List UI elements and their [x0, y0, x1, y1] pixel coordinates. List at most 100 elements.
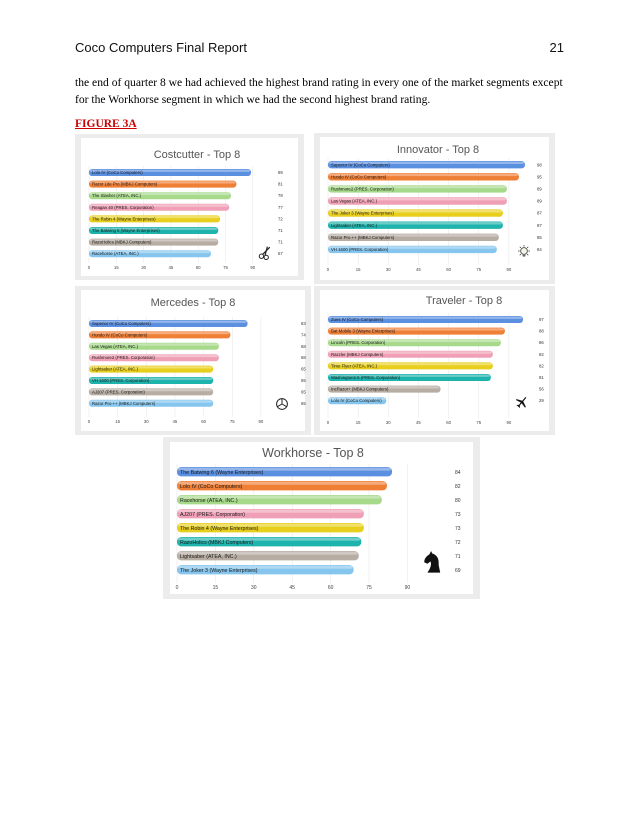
- bar-category-label: The Batwing 5 (Wayne Enterprises): [92, 228, 160, 233]
- bar-category-label: The Joker 3 (Wayne Enterprises): [331, 211, 394, 216]
- bar-highlight: [329, 328, 504, 331]
- x-tick-label: 45: [289, 585, 295, 591]
- bar-highlight: [90, 354, 218, 358]
- bar-category-label: Las Vegas (ATEA, INC.): [331, 199, 378, 204]
- bar-highlight: [329, 234, 498, 237]
- x-tick-label: 90: [405, 585, 411, 591]
- bar-highlight: [90, 192, 230, 196]
- x-tick-label: 15: [213, 585, 219, 591]
- bar-value-label: 81: [278, 182, 283, 187]
- bar-value-label: 72: [455, 540, 461, 546]
- x-tick-label: 60: [446, 420, 451, 425]
- x-tick-label: 90: [507, 267, 512, 272]
- bar-value-label: 98: [537, 162, 542, 167]
- bar: [89, 342, 219, 350]
- bar-value-label: 29: [539, 398, 544, 403]
- bar-category-label: Hundo IV (CoCo Computers): [92, 332, 148, 337]
- bar-value-label: 74: [301, 332, 306, 337]
- x-tick-label: 60: [328, 585, 334, 591]
- x-tick-label: 15: [356, 267, 361, 272]
- bar-highlight: [329, 185, 506, 189]
- bar-highlight: [178, 551, 358, 555]
- chart-title: Innovator - Top 8: [397, 144, 479, 156]
- bar-value-label: 84: [455, 470, 461, 476]
- bar-value-label: 65: [301, 378, 306, 383]
- bar-highlight: [329, 363, 492, 366]
- bar-highlight: [90, 169, 250, 172]
- bar-category-label: Razor Pro ++ (MBKJ Computers): [331, 235, 395, 240]
- bar-category-label: The Slasher (ATEA, INC.): [92, 193, 142, 198]
- bar-category-label: The Joker 3 (Wayne Enterprises): [180, 568, 258, 574]
- bar-highlight: [90, 320, 247, 323]
- bar-highlight: [178, 523, 363, 527]
- bar-highlight: [178, 537, 361, 541]
- bar-category-label: Lolo IV (CoCo Computers): [92, 170, 143, 175]
- x-tick-label: 75: [230, 419, 235, 424]
- bar-category-label: Bat Mobile 3 (Wayne Enterprises): [331, 329, 396, 334]
- bar-highlight: [90, 400, 213, 403]
- x-tick-label: 45: [416, 420, 421, 425]
- bar-highlight: [329, 246, 496, 249]
- bar-value-label: 69: [455, 568, 461, 574]
- x-tick-label: 15: [356, 420, 361, 425]
- bar-value-label: 65: [301, 389, 306, 394]
- bar-highlight: [329, 197, 506, 201]
- x-tick-label: 90: [250, 265, 255, 270]
- x-tick-label: 75: [223, 265, 228, 270]
- bar-highlight: [178, 481, 386, 485]
- bar-chart-mercedes: Mercedes - Top 8 0 15 30 45 60 75 90 Superior IV…: [88, 297, 307, 424]
- bar: [328, 374, 491, 381]
- bar-highlight: [329, 210, 502, 213]
- x-tick-label: 30: [386, 267, 391, 272]
- bar-highlight: [90, 181, 236, 184]
- bar: [89, 203, 230, 211]
- bar-highlight: [329, 374, 490, 377]
- bar: [177, 481, 387, 491]
- bar-highlight: [329, 222, 502, 225]
- bar-value-label: 89: [537, 199, 542, 204]
- bar-value-label: 87: [537, 211, 542, 216]
- bar: [89, 192, 231, 200]
- bar-value-label: 73: [455, 526, 461, 532]
- bar-category-label: Lightsaber (ATEA, INC.): [331, 223, 378, 228]
- bar-category-label: Racehorse (ATEA, INC.): [180, 498, 238, 504]
- bar-value-label: 97: [539, 317, 544, 322]
- bar-category-label: Lightsaber (ATEA, INC.): [92, 367, 139, 372]
- bar-category-label: Razor Lite Pro (MBKJ Computers): [92, 182, 158, 187]
- x-tick-label: 60: [196, 265, 201, 270]
- bar-value-label: 85: [537, 235, 542, 240]
- bar-value-label: 65: [301, 401, 306, 406]
- bar: [328, 233, 499, 241]
- bar: [328, 397, 387, 405]
- bar-chart-workhorse: Workhorse - Top 8 0 15 30 45 60 75 90 The Batwin…: [176, 446, 461, 591]
- bar-highlight: [90, 216, 220, 219]
- bar: [89, 180, 237, 188]
- bar-category-label: Racehorse (ATEA, INC.): [92, 251, 139, 256]
- bar-category-label: Zues IV (CoCo Computers): [331, 317, 384, 322]
- bar-highlight: [178, 467, 392, 471]
- bar-category-label: Hundo IV (CoCo Computers): [331, 174, 387, 179]
- bar-value-label: 81: [539, 375, 544, 380]
- bar: [89, 238, 219, 246]
- bar-value-label: 82: [455, 484, 461, 490]
- x-tick-label: 30: [141, 265, 146, 270]
- bar: [328, 385, 441, 393]
- chart-title: Mercedes - Top 8: [151, 297, 236, 309]
- x-tick-label: 45: [416, 267, 421, 272]
- bar-category-label: Lightsaber (ATEA, INC.): [180, 554, 237, 560]
- chart-panel-costcutter: Costcutter - Top 8 0 15 30 45 60 75 90 Lolo IV (…: [75, 134, 304, 280]
- bar: [177, 509, 364, 519]
- bar-highlight: [90, 343, 218, 346]
- bar-chart-innovator: Innovator - Top 8 0 15 30 45 60 75 90 Superior I…: [327, 144, 543, 272]
- bar-category-label: Rushmore2 (PRES. Corporation): [331, 187, 394, 192]
- bar-highlight: [178, 509, 363, 513]
- bar: [328, 327, 505, 335]
- bar-value-label: 82: [539, 363, 544, 368]
- x-tick-label: 15: [114, 265, 119, 270]
- x-tick-label: 0: [88, 265, 91, 270]
- lightbulb-icon: [518, 245, 530, 257]
- bar: [328, 161, 525, 169]
- x-tick-label: 0: [327, 267, 330, 272]
- bar-highlight: [329, 173, 518, 177]
- x-tick-label: 30: [251, 585, 257, 591]
